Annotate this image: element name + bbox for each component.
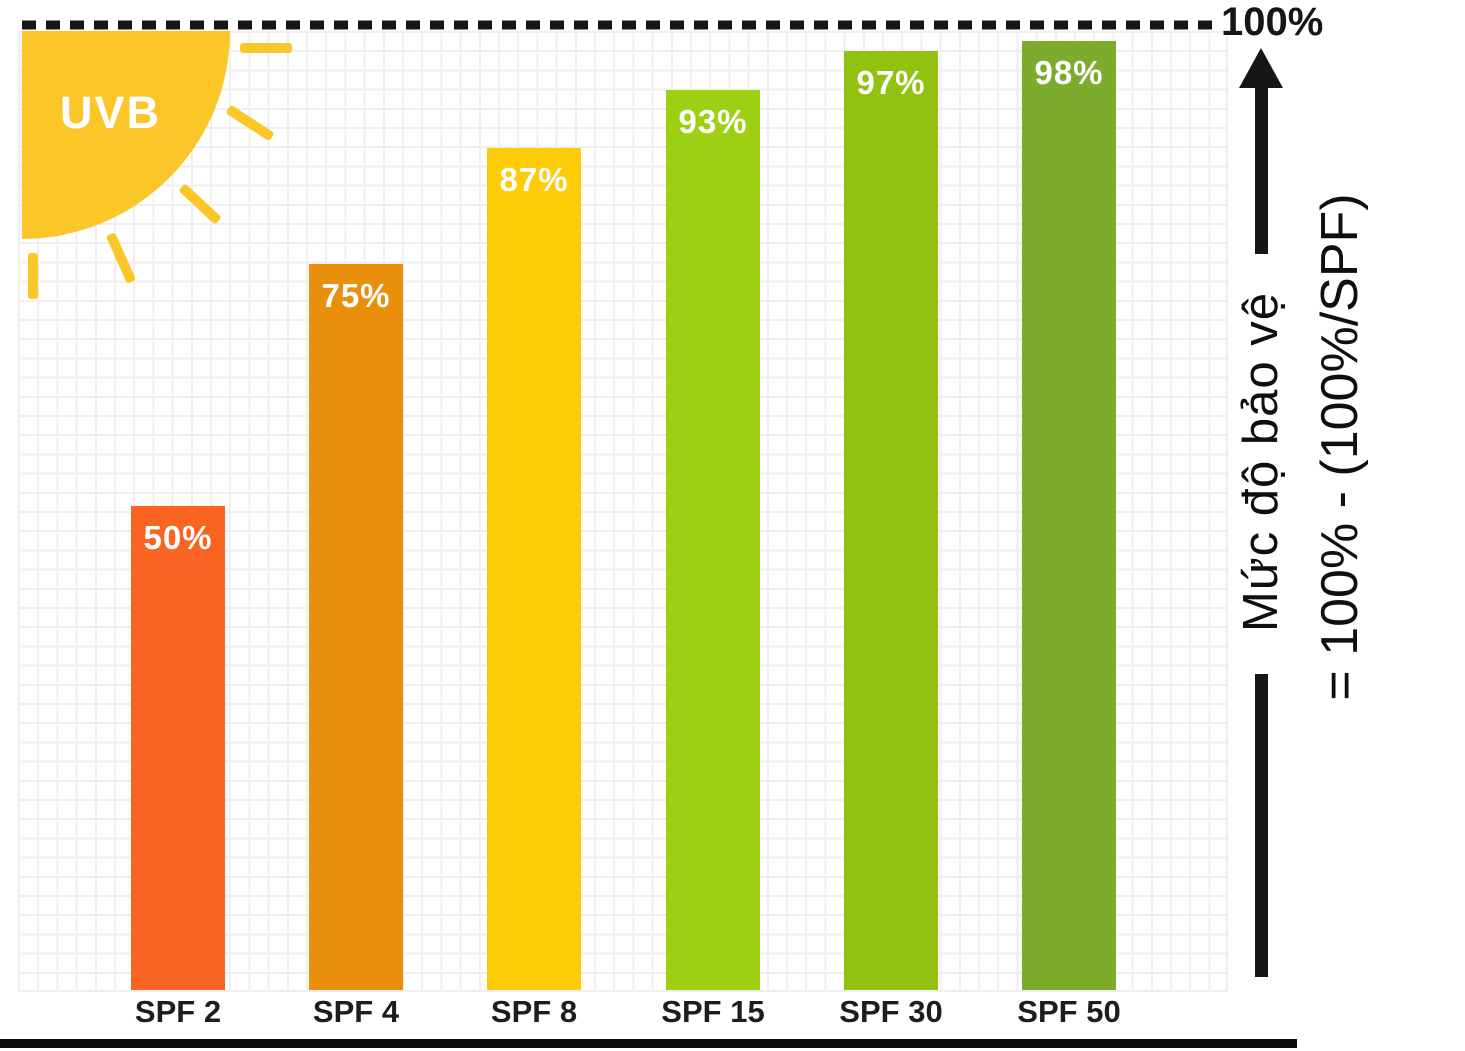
y-max-label: 100%: [1221, 0, 1324, 44]
bottom-border-line: [0, 1039, 1297, 1048]
bar-value-label: 75%: [321, 277, 391, 314]
category-label-spf-2: SPF 2: [134, 994, 222, 1029]
bar-spf-8: 87%: [487, 148, 581, 990]
bar-value-label: 97%: [856, 64, 926, 101]
bar-value-label: 98%: [1034, 54, 1104, 91]
bar-spf-15: 93%: [666, 90, 760, 990]
bar-value-label: 50%: [143, 519, 213, 556]
bar-spf-50: 98%: [1022, 41, 1116, 990]
bar-spf-30: 97%: [844, 51, 938, 990]
y-axis-label: Mức độ bảo vệ: [1233, 292, 1288, 632]
bar-spf-4: 75%: [309, 264, 403, 990]
y-axis-formula: = 100% - (100%/SPF): [1311, 193, 1369, 701]
category-label-spf-8: SPF 8: [490, 994, 578, 1029]
category-label-spf-15: SPF 15: [661, 994, 765, 1029]
bar-value-label: 93%: [678, 103, 748, 140]
category-label-spf-30: SPF 30: [839, 994, 943, 1029]
category-label-spf-4: SPF 4: [312, 994, 400, 1029]
uvb-label: UVB: [60, 87, 162, 138]
dashed-100-line: [22, 20, 1218, 30]
bar-value-label: 87%: [499, 161, 569, 198]
sun-icon: [22, 31, 292, 299]
y-axis-arrow: [1239, 48, 1283, 977]
category-label-spf-50: SPF 50: [1017, 994, 1121, 1029]
bar-spf-2: 50%: [131, 506, 225, 990]
